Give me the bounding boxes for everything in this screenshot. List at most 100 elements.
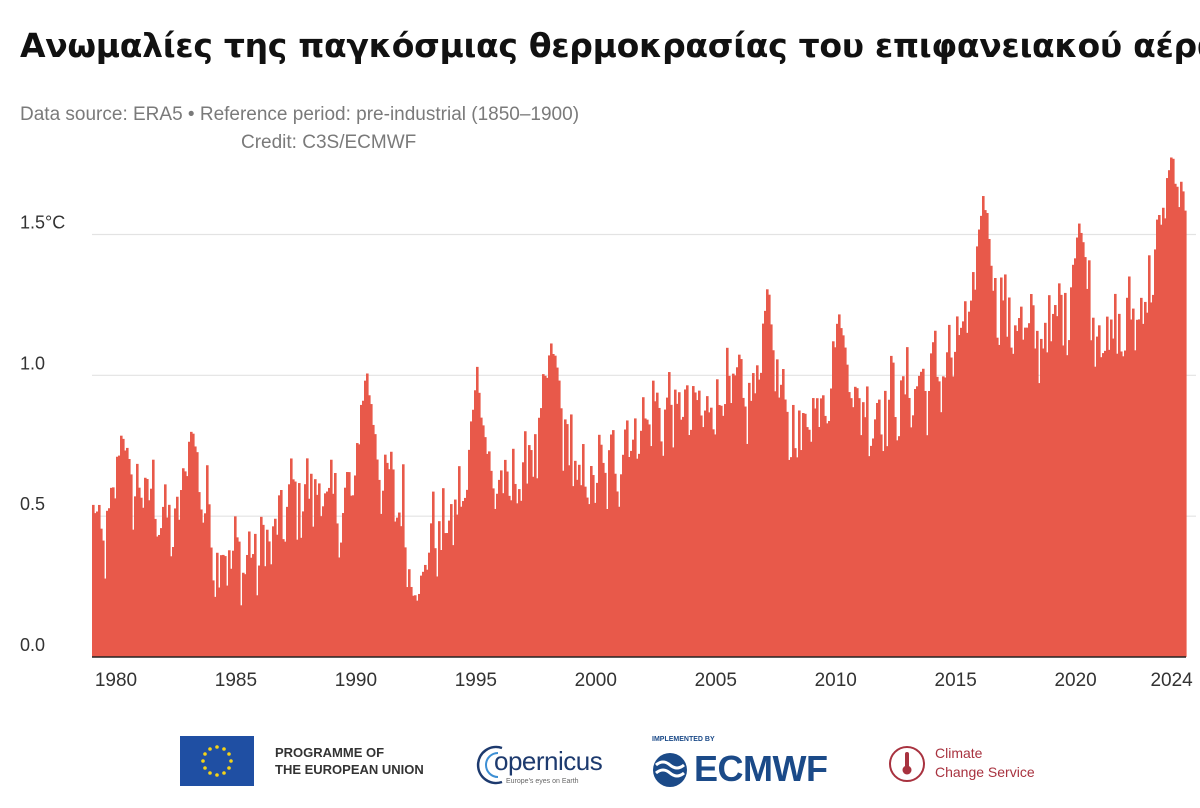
anomaly-bar bbox=[910, 427, 913, 657]
anomaly-bar bbox=[946, 352, 949, 657]
y-tick-label: 1.5°C bbox=[20, 213, 65, 233]
anomaly-bar bbox=[1028, 323, 1031, 657]
anomaly-bar bbox=[760, 372, 763, 657]
x-tick-label: 2024 bbox=[1150, 670, 1193, 691]
anomaly-bar bbox=[376, 459, 379, 657]
anomaly-bar bbox=[638, 453, 641, 657]
anomaly-bar bbox=[860, 435, 863, 657]
anomaly-bar bbox=[286, 506, 289, 657]
anomaly-bar bbox=[216, 552, 219, 657]
anomaly-bar bbox=[636, 458, 639, 657]
anomaly-bar bbox=[586, 497, 589, 657]
eu-programme-label: PROGRAMME OF THE EUROPEAN UNION bbox=[275, 744, 424, 778]
anomaly-bar bbox=[882, 451, 885, 657]
anomaly-bar bbox=[146, 478, 149, 657]
anomaly-bar bbox=[440, 550, 443, 657]
anomaly-bar bbox=[266, 529, 269, 657]
anomaly-bar bbox=[758, 379, 761, 657]
anomaly-bar bbox=[792, 404, 795, 657]
anomaly-bar bbox=[804, 413, 807, 657]
anomaly-bar bbox=[620, 474, 623, 657]
anomaly-bar bbox=[1040, 338, 1043, 657]
anomaly-bar bbox=[202, 522, 205, 657]
anomaly-bar bbox=[998, 344, 1001, 657]
anomaly-bar bbox=[1122, 356, 1125, 657]
anomaly-bar bbox=[1134, 350, 1137, 657]
x-tick-label: 2000 bbox=[575, 670, 617, 691]
anomaly-bar bbox=[100, 528, 103, 657]
anomaly-bar bbox=[166, 517, 169, 657]
anomaly-bar bbox=[922, 368, 925, 657]
anomaly-bar bbox=[120, 435, 123, 657]
ecmwf-logo: IMPLEMENTED BY ECMWF bbox=[650, 734, 850, 794]
anomaly-bar bbox=[926, 435, 929, 657]
anomaly-bar bbox=[322, 506, 325, 657]
anomaly-bar bbox=[170, 556, 173, 657]
anomaly-bar bbox=[508, 495, 511, 657]
anomaly-bar bbox=[732, 373, 735, 657]
copernicus-tagline: Europe's eyes on Earth bbox=[506, 778, 579, 785]
anomaly-bar bbox=[1002, 300, 1005, 657]
anomaly-bar bbox=[346, 472, 349, 657]
anomaly-bar bbox=[1008, 297, 1011, 657]
anomaly-bar bbox=[716, 379, 719, 657]
anomaly-bar bbox=[816, 398, 819, 657]
anomaly-bar bbox=[974, 289, 977, 657]
anomaly-bar bbox=[1056, 316, 1059, 657]
anomaly-bar bbox=[582, 444, 585, 657]
anomaly-bar bbox=[830, 388, 833, 657]
anomaly-bar bbox=[468, 449, 471, 657]
anomaly-bar bbox=[736, 367, 739, 657]
anomaly-bar bbox=[306, 458, 309, 657]
anomaly-bar bbox=[162, 506, 165, 657]
anomaly-bar bbox=[874, 419, 877, 657]
anomaly-bar bbox=[418, 593, 421, 657]
anomaly-bar bbox=[602, 462, 605, 657]
anomaly-bar bbox=[1088, 260, 1091, 657]
x-tick-label: 2010 bbox=[815, 670, 857, 691]
anomaly-bar bbox=[528, 445, 531, 657]
anomaly-bar bbox=[730, 403, 733, 657]
anomaly-bar bbox=[1092, 317, 1095, 657]
anomaly-bar bbox=[1148, 255, 1151, 658]
anomaly-bar bbox=[356, 443, 359, 657]
anomaly-bar bbox=[214, 596, 217, 657]
anomaly-bar bbox=[292, 479, 295, 657]
anomaly-bar bbox=[876, 402, 879, 657]
anomaly-bar bbox=[738, 354, 741, 657]
anomaly-bar bbox=[94, 513, 97, 657]
anomaly-bar bbox=[1006, 336, 1009, 657]
anomaly-bar bbox=[110, 487, 113, 657]
anomaly-bar bbox=[842, 335, 845, 657]
anomaly-bar bbox=[182, 468, 185, 657]
anomaly-bar bbox=[228, 550, 231, 657]
anomaly-bar bbox=[452, 545, 455, 657]
anomaly-bar bbox=[148, 500, 151, 657]
anomaly-bar bbox=[1114, 293, 1117, 657]
eu-flag-icon bbox=[180, 736, 254, 786]
anomaly-bar bbox=[990, 265, 993, 657]
anomaly-bar bbox=[1048, 295, 1051, 657]
anomaly-bar bbox=[1150, 302, 1153, 657]
x-tick-label: 2020 bbox=[1054, 670, 1096, 691]
anomaly-bar bbox=[744, 406, 747, 657]
anomaly-bar bbox=[710, 407, 713, 657]
anomaly-bar bbox=[902, 376, 905, 657]
anomaly-bar bbox=[986, 213, 989, 657]
x-tick-label: 1980 bbox=[95, 670, 137, 691]
anomaly-bar bbox=[954, 351, 957, 657]
anomaly-bar bbox=[232, 550, 235, 657]
anomaly-bar bbox=[386, 462, 389, 657]
anomaly-bar bbox=[538, 417, 541, 657]
anomaly-bar bbox=[754, 393, 757, 657]
anomaly-bar bbox=[252, 554, 255, 657]
x-tick-label: 1995 bbox=[455, 670, 497, 691]
anomaly-bar bbox=[514, 483, 517, 657]
anomaly-bar bbox=[160, 528, 163, 657]
anomaly-bar bbox=[260, 516, 263, 657]
anomaly-bar bbox=[750, 400, 753, 657]
y-tick-label: 0.5 bbox=[20, 494, 45, 514]
anomaly-bar bbox=[154, 518, 157, 657]
anomaly-bar bbox=[1098, 325, 1101, 657]
anomaly-bar bbox=[1180, 181, 1183, 657]
